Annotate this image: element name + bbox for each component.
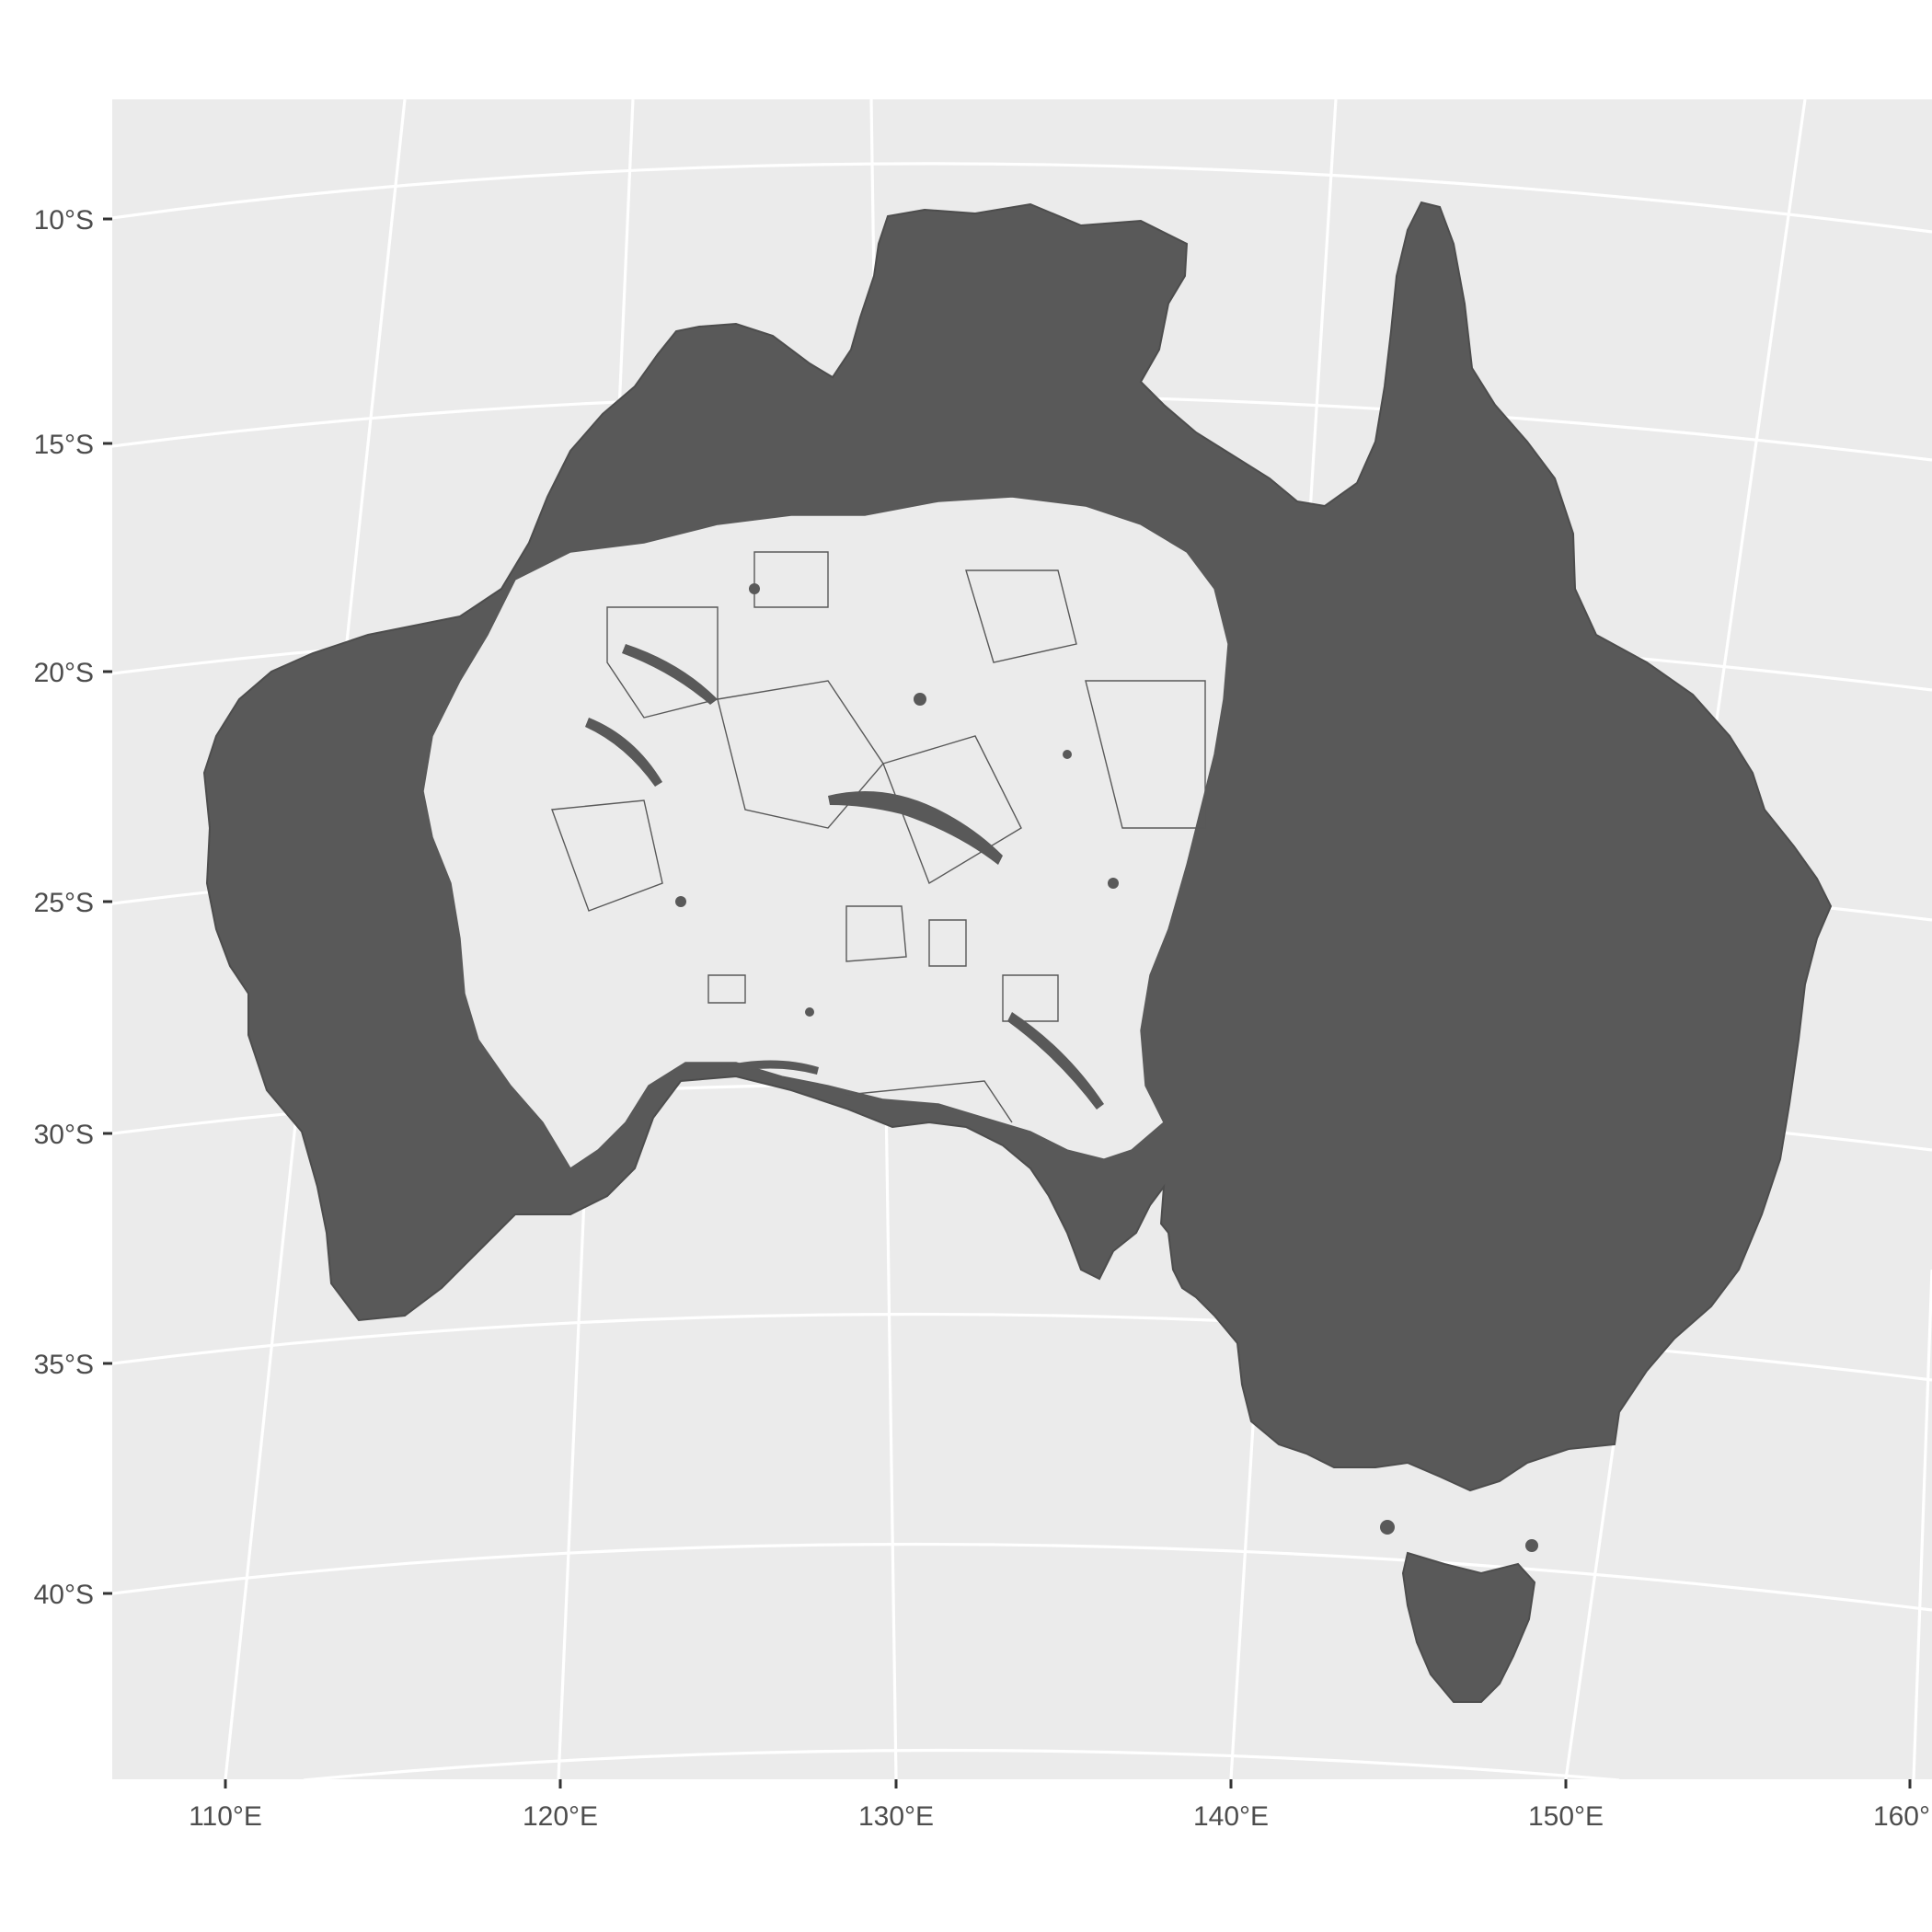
interior-region	[422, 496, 1229, 1169]
x-tick-label: 130°E	[858, 1801, 934, 1832]
region-boundary-11	[965, 569, 1077, 663]
graticule-lat-40	[112, 1542, 1932, 1612]
region-boundary-10	[551, 799, 663, 912]
region-boundary-5	[707, 974, 746, 1004]
interior-speck-4	[675, 896, 686, 907]
region-boundary-7	[1002, 974, 1059, 1022]
y-tick-label: 20°S	[34, 658, 94, 688]
interior-speck-1	[749, 583, 760, 594]
region-boundary-9	[845, 1080, 1013, 1123]
interior-drainage-2	[622, 644, 718, 705]
x-axis: 110°E 120°E 130°E 140°E 150°E 160°	[189, 1779, 1930, 1832]
y-tick-label: 30°S	[34, 1120, 94, 1150]
interior-speck-6	[805, 1007, 814, 1017]
interior-drainage-1	[828, 791, 1003, 865]
region-boundary-6	[928, 919, 967, 967]
interior-drainage-4	[1007, 1012, 1104, 1110]
x-tick-label: 110°E	[189, 1801, 262, 1832]
island-speck-2	[1525, 1539, 1538, 1552]
y-tick-label: 15°S	[34, 430, 94, 460]
region-boundary-8	[1085, 680, 1206, 829]
x-tick-label: 120°E	[523, 1801, 598, 1832]
interior-drainage-5	[718, 1060, 819, 1075]
x-tick-label: 140°E	[1193, 1801, 1269, 1832]
interior-speck-3	[1063, 750, 1072, 759]
interior-speck-2	[914, 693, 926, 706]
x-tick-label: 160°	[1873, 1801, 1930, 1832]
x-tick-label: 150°E	[1528, 1801, 1604, 1832]
y-tick-label: 25°S	[34, 888, 94, 918]
graticule-lat-45	[303, 1748, 1620, 1779]
region-boundary-1	[606, 606, 719, 719]
interior-speck-5	[1108, 878, 1119, 889]
y-axis: 10°S 15°S 20°S 25°S 30°S 35°S 40°S	[34, 205, 112, 1610]
y-tick-label: 10°S	[34, 205, 94, 236]
y-tick-label: 35°S	[34, 1350, 94, 1380]
land-layer	[202, 201, 1833, 1703]
region-boundary-3	[882, 735, 1022, 885]
region-boundary-4	[845, 905, 907, 962]
graticule-lat-10	[112, 162, 1932, 234]
y-tick-label: 40°S	[34, 1580, 94, 1610]
island-speck-1	[1380, 1520, 1395, 1535]
interior-drainage-3	[585, 718, 662, 787]
graticule-lon-160	[1912, 1269, 1932, 1779]
tasmania	[1401, 1551, 1536, 1703]
